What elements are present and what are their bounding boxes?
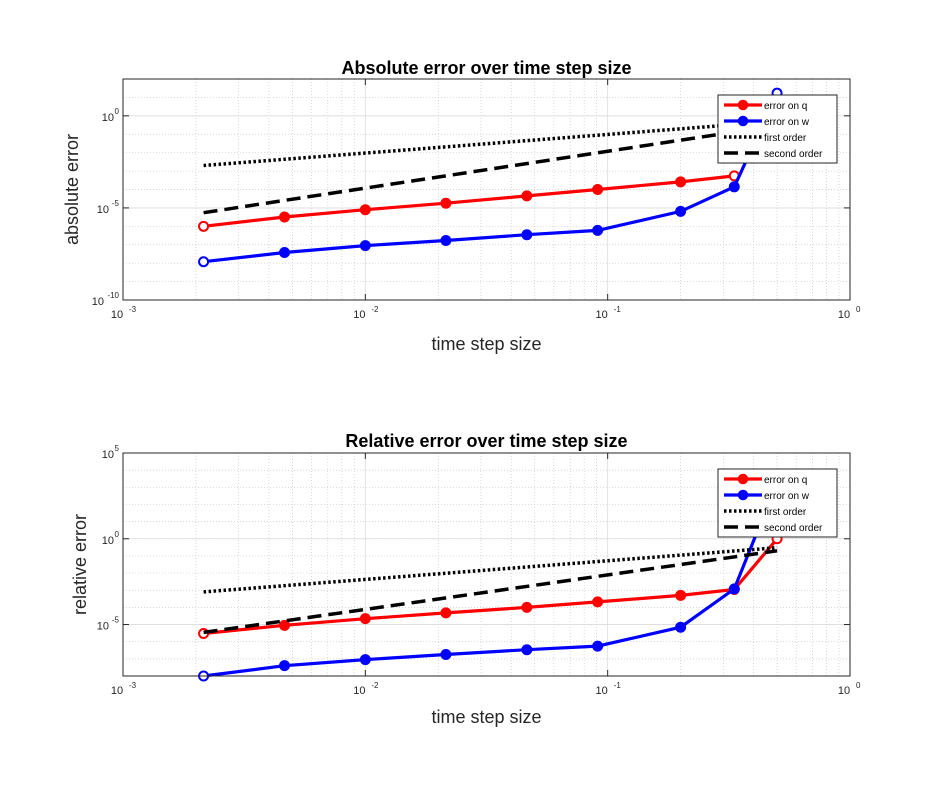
x-tick-label: 10: [111, 685, 123, 697]
data-point-error-on-q: [592, 184, 604, 195]
data-point-error-on-q: [279, 211, 291, 223]
x-tick-exponent: -3: [129, 305, 137, 314]
data-point-error-on-q: [440, 607, 452, 619]
x-tick-exponent: -2: [371, 681, 379, 690]
data-point-error-on-q: [359, 613, 371, 625]
data-point-error-on-w: [728, 181, 740, 193]
legend-marker-error-on-q: [737, 473, 749, 485]
legend-label-second-order: second order: [764, 523, 823, 534]
series-line-error-on-q: [203, 174, 735, 228]
x-tick-exponent: -1: [614, 305, 622, 314]
data-point-error-on-w: [675, 205, 687, 217]
data-point-error-on-q: [592, 596, 604, 608]
x-tick-label: 10: [353, 685, 365, 697]
y-tick-exponent: -5: [112, 616, 120, 625]
x-tick-label: 10: [353, 309, 365, 321]
data-point-error-on-q: [440, 197, 452, 209]
x-tick-exponent: 0: [856, 681, 861, 690]
y-tick-label: 10: [102, 535, 114, 547]
y-tick-label: 10: [97, 204, 109, 216]
y-tick-label: 10: [92, 296, 104, 308]
legend: error on q error on w first order second or…: [717, 468, 838, 538]
data-point-error-on-w: [279, 246, 291, 258]
data-point-error-on-w: [521, 644, 533, 656]
x-tick-exponent: -2: [371, 305, 379, 314]
data-point-error-on-q: [521, 190, 533, 202]
x-tick-exponent: 0: [856, 305, 861, 314]
x-tick-label: 10: [838, 685, 850, 697]
data-point-error-on-w: [728, 583, 740, 595]
legend-marker-error-on-q: [737, 99, 749, 111]
data-point-error-on-w: [279, 660, 291, 672]
data-point-error-on-w: [592, 224, 604, 236]
data-point-error-on-q: [198, 220, 210, 232]
data-point-error-on-w: [359, 654, 371, 666]
series-line-first-order: [203, 119, 778, 168]
series-line-first-order: [203, 545, 778, 594]
x-axis-label: time step size: [431, 334, 541, 354]
y-tick-exponent: 0: [115, 107, 120, 116]
y-tick-exponent: 5: [115, 444, 120, 453]
data-point-error-on-w: [440, 235, 452, 247]
legend-label-error-on-q: error on q: [764, 475, 807, 486]
legend-label-first-order: first order: [764, 507, 807, 518]
data-point-error-on-q: [279, 619, 291, 631]
axes-box: [122, 452, 851, 677]
y-axis-label: relative error: [70, 514, 90, 615]
data-point-error-on-w: [440, 648, 452, 660]
legend-marker-error-on-w: [737, 489, 749, 501]
y-tick-label: 10: [102, 112, 114, 124]
x-tick-label: 10: [596, 685, 608, 697]
legend-label-error-on-w: error on w: [764, 117, 810, 128]
y-tick-exponent: -10: [107, 291, 119, 300]
data-point-error-on-w: [592, 640, 604, 652]
chart-title: Absolute error over time step size: [341, 58, 631, 78]
data-point-error-on-w: [521, 229, 533, 241]
data-point-error-on-w: [198, 256, 210, 268]
legend-label-second-order: second order: [764, 149, 823, 160]
y-tick-exponent: 0: [115, 530, 120, 539]
y-axis-label: absolute error: [62, 134, 82, 245]
y-tick-exponent: -5: [112, 199, 120, 208]
legend-marker-error-on-w: [737, 115, 749, 127]
legend-label-error-on-w: error on w: [764, 491, 810, 502]
chart-title: Relative error over time step size: [345, 431, 627, 451]
data-point-error-on-q: [521, 601, 533, 613]
y-tick-label: 10: [97, 621, 109, 633]
legend-label-error-on-q: error on q: [764, 101, 807, 112]
legend: error on q error on w first order second or…: [717, 94, 838, 164]
data-point-error-on-w: [675, 621, 687, 633]
series-line-second-order: [203, 123, 778, 215]
data-point-error-on-q: [359, 204, 371, 216]
x-axis-label: time step size: [431, 707, 541, 727]
axes-box: [122, 78, 851, 301]
x-tick-exponent: -1: [614, 681, 622, 690]
x-tick-label: 10: [596, 309, 608, 321]
data-point-error-on-w: [359, 240, 371, 252]
x-tick-label: 10: [838, 309, 850, 321]
legend-label-first-order: first order: [764, 133, 807, 144]
grid: [122, 452, 851, 676]
y-tick-label: 10: [102, 449, 114, 461]
data-point-error-on-q: [675, 176, 687, 188]
x-tick-exponent: -3: [129, 681, 137, 690]
series-line-second-order: [203, 549, 778, 635]
data-point-error-on-q: [675, 589, 687, 601]
x-tick-label: 10: [111, 309, 123, 321]
